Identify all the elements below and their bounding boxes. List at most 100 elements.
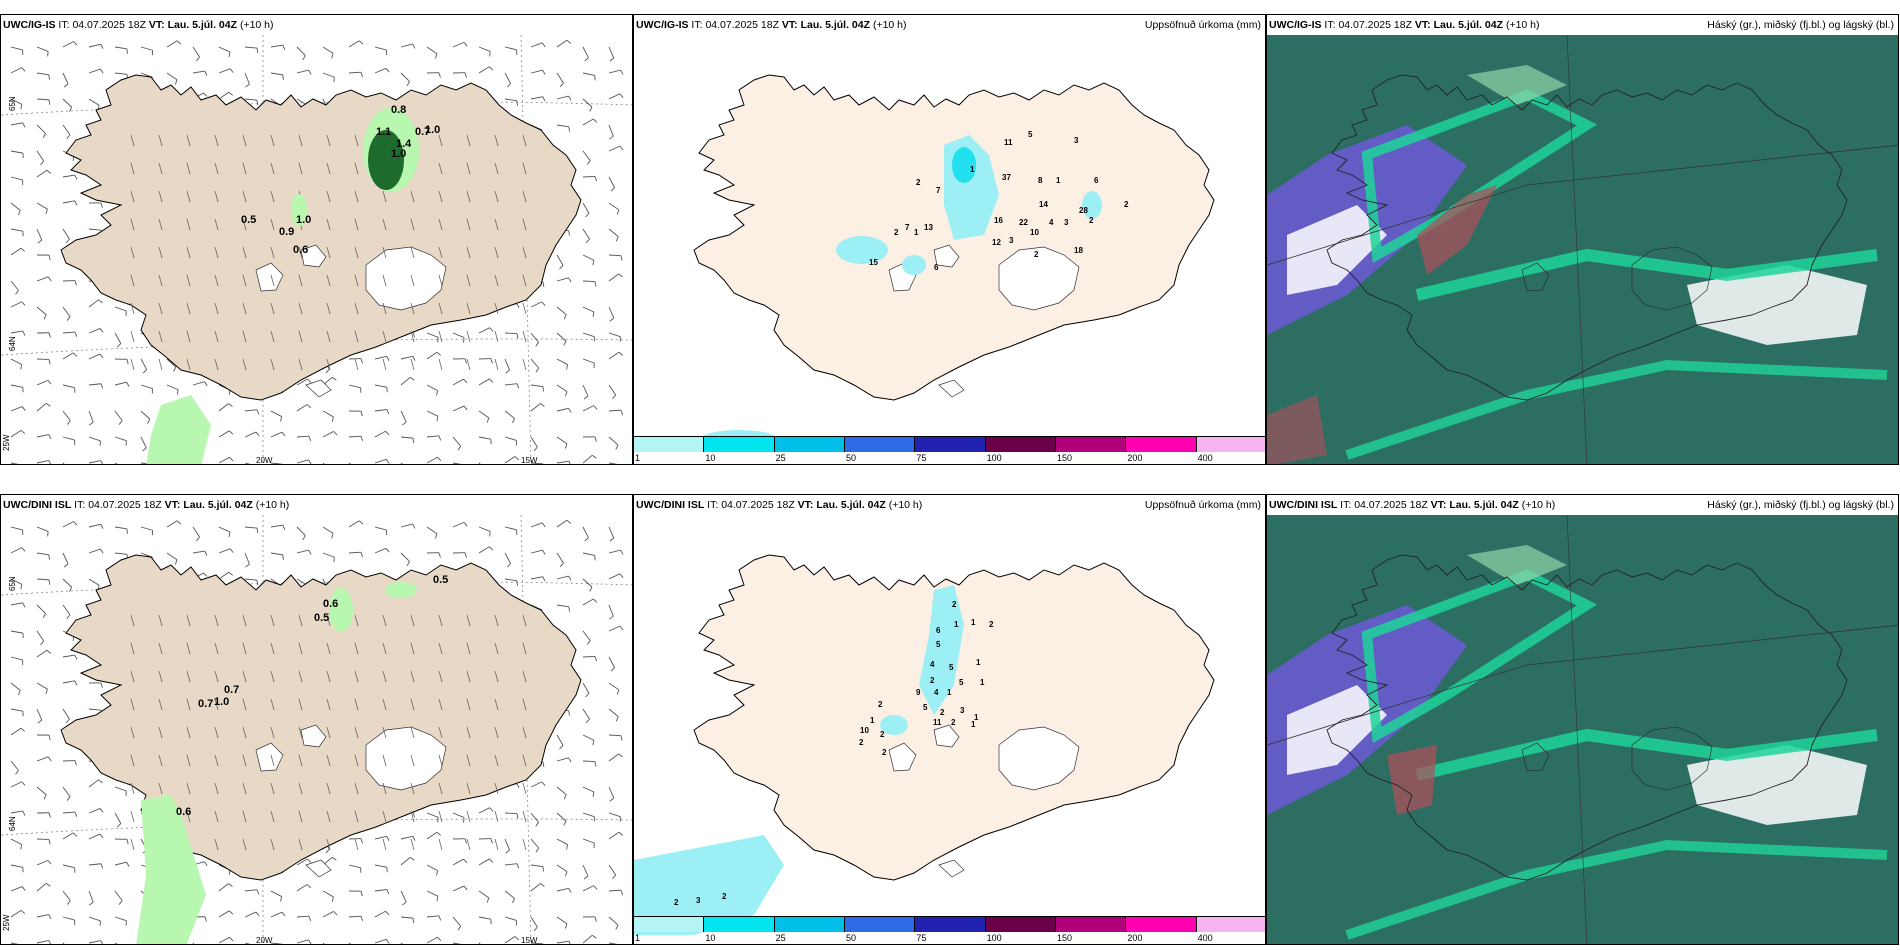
accum-value-label: 1 <box>914 228 919 237</box>
axis-label: 25W <box>2 434 11 451</box>
map-panel-dini-accum: UWC/DINI ISL IT: 04.07.2025 18Z VT: Lau.… <box>633 494 1266 945</box>
model-name: UWC/IG-IS <box>3 19 56 31</box>
map-panel-igis-cloud: UWC/IG-IS IT: 04.07.2025 18Z VT: Lau. 5.… <box>1266 14 1899 465</box>
legend-swatch <box>1126 916 1197 932</box>
accum-value-label: 1 <box>971 720 976 729</box>
accum-value-label: 2 <box>894 228 899 237</box>
accum-value-label: 13 <box>924 223 933 232</box>
glacier-outline <box>1631 246 1713 311</box>
accum-value-label: 2 <box>916 178 921 187</box>
vt-label: VT: <box>1430 499 1447 511</box>
legend-tick: 1 <box>635 453 641 463</box>
lead-time: (+10 h) <box>888 499 923 511</box>
legend-swatch <box>774 916 845 932</box>
high-cloud-band <box>1415 728 1878 781</box>
accum-value-label: 4 <box>934 688 939 697</box>
glacier <box>933 724 960 748</box>
panel-title: Háský (gr.), miðský (fj.bl.) og lágský (… <box>1707 19 1894 31</box>
accum-value-label: 3 <box>1064 218 1069 227</box>
glacier <box>255 262 284 292</box>
legend-tick: 200 <box>1127 453 1143 463</box>
vt-label: VT: <box>164 499 181 511</box>
model-name: UWC/IG-IS <box>636 19 689 31</box>
accum-value-label: 5 <box>959 678 964 687</box>
legend-tick: 50 <box>846 933 857 943</box>
meridian-line <box>1566 35 1588 464</box>
accum-value-label: 15 <box>869 258 878 267</box>
precip-value-label: 0.8 <box>391 104 406 116</box>
accum-value-label: 28 <box>1079 206 1088 215</box>
accum-value-label: 10 <box>860 726 869 735</box>
accum-value-label: 1 <box>980 678 985 687</box>
accum-value-label: 2 <box>674 898 679 907</box>
legend-swatch <box>915 436 986 452</box>
high-cloud-band <box>1361 569 1598 744</box>
panel-header: UWC/DINI ISL IT: 04.07.2025 18Z VT: Lau.… <box>634 495 1265 515</box>
domain-line <box>1267 624 1898 746</box>
vt-label: VT: <box>781 19 798 31</box>
domain-line <box>1267 144 1898 266</box>
land-wind-barbs <box>130 614 527 851</box>
axis-label: 15W <box>521 936 538 945</box>
accum-value-label: 12 <box>992 238 1001 247</box>
accum-area <box>1082 191 1102 219</box>
map-panel-dini-cloud: UWC/DINI ISL IT: 04.07.2025 18Z VT: Lau.… <box>1266 494 1899 945</box>
precip-value-label: 0.7 <box>415 126 430 138</box>
it-label: IT: <box>707 499 719 511</box>
vt-value: Lau. 5.júl. 04Z <box>1433 19 1504 31</box>
glacier <box>365 726 447 791</box>
map-canvas <box>1267 515 1898 944</box>
map-panel-igis-accum: UWC/IG-IS IT: 04.07.2025 18Z VT: Lau. 5.… <box>633 14 1266 465</box>
legend-tick: 1 <box>635 933 641 943</box>
accum-value-label: 2 <box>951 718 956 727</box>
axis-label: 25W <box>2 914 11 931</box>
panel-header: UWC/IG-IS IT: 04.07.2025 18Z VT: Lau. 5.… <box>634 15 1265 35</box>
accum-value-label: 5 <box>1028 130 1033 139</box>
accum-value-label: 7 <box>905 223 910 232</box>
map-canvas: 0.6 0.5 0.5 0.7 0.7 1.0 0.6 20W 15W 25W 65N 64N <box>1 515 632 945</box>
accum-value-label: 7 <box>936 186 941 195</box>
legend-tick: 200 <box>1127 933 1143 943</box>
precip-area <box>385 582 417 598</box>
iceland-land <box>60 74 582 401</box>
accum-value-label: 1 <box>976 658 981 667</box>
legend-tick: 100 <box>986 453 1002 463</box>
precip-area <box>136 795 206 944</box>
high-cloud-band <box>1345 839 1888 940</box>
accum-value-label: 5 <box>923 703 928 712</box>
accum-value-label: 22 <box>1019 218 1028 227</box>
accum-value-label: 37 <box>1002 173 1011 182</box>
axis-label: 64N <box>8 816 17 831</box>
it-label: IT: <box>74 499 86 511</box>
iceland-land <box>693 554 1215 881</box>
mixed-cloud-area <box>1267 395 1327 464</box>
legend-tick: 25 <box>775 933 786 943</box>
map-panel-igis-wind: UWC/IG-IS IT: 04.07.2025 18Z VT: Lau. 5.… <box>0 14 633 465</box>
accum-value-label: 1 <box>870 716 875 725</box>
legend-tick: 150 <box>1057 453 1073 463</box>
accum-value-label: 6 <box>936 626 941 635</box>
accum-value-label: 1 <box>970 165 975 174</box>
legend-swatch <box>634 916 705 932</box>
precip-value-label: 0.7 <box>224 684 239 696</box>
accum-value-label: 11 <box>1004 138 1013 147</box>
model-name: UWC/DINI ISL <box>3 499 72 511</box>
legend-swatch <box>845 436 916 452</box>
precip-value-label: 0.6 <box>323 598 338 610</box>
glacier <box>938 859 965 878</box>
cloud-area <box>1467 65 1567 105</box>
glacier-outline <box>1521 742 1550 772</box>
glacier <box>933 244 960 268</box>
glacier <box>888 742 917 772</box>
accum-value-label: 2 <box>940 708 945 717</box>
glacier <box>300 244 327 268</box>
accum-value-label: 8 <box>1038 176 1043 185</box>
lead-time: (+10 h) <box>255 499 290 511</box>
legend-tick: 75 <box>916 453 927 463</box>
land-wind-barbs <box>130 134 527 371</box>
precip-value-label: 1.0 <box>425 124 440 136</box>
precip-area <box>291 194 307 226</box>
legend-swatch <box>634 436 705 452</box>
it-label: IT: <box>58 19 70 31</box>
